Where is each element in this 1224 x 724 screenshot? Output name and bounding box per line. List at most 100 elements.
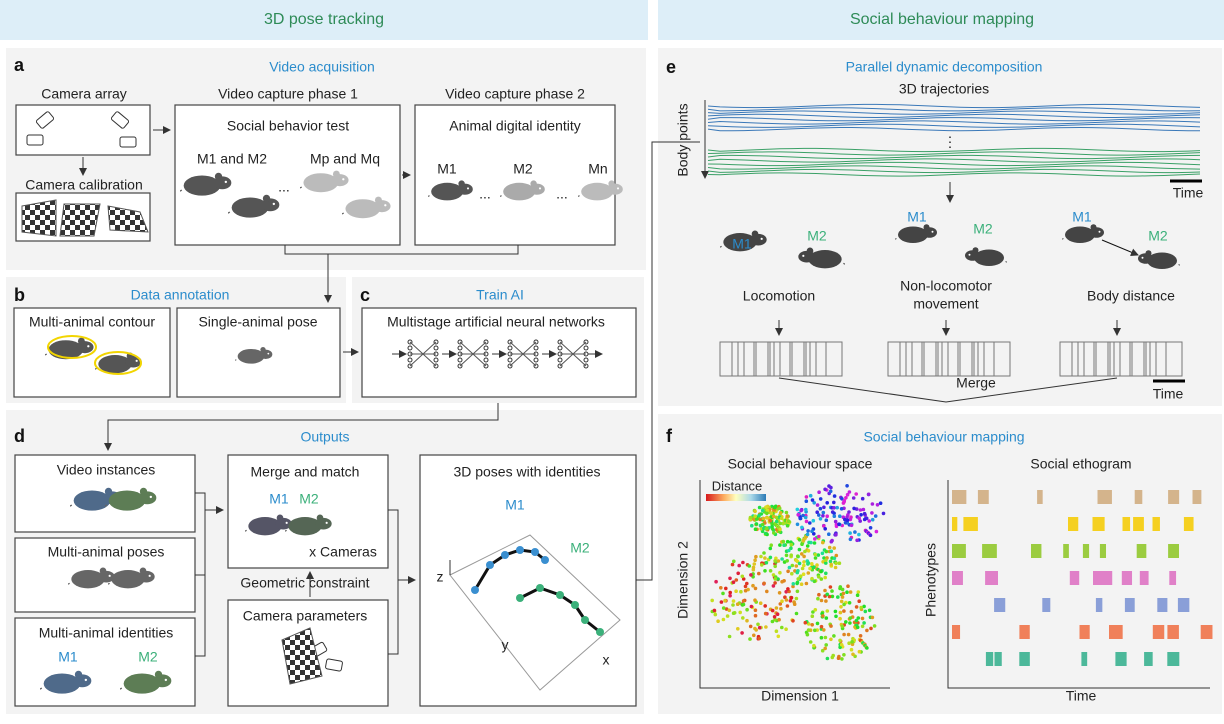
scatter-dot — [712, 608, 717, 613]
ethogram-bar — [1136, 544, 1147, 558]
scatter-dot — [785, 514, 790, 518]
scatter-dot — [800, 566, 805, 571]
scatter-dot — [854, 618, 859, 623]
scatter-dot — [804, 495, 809, 499]
scatter-dot — [743, 584, 748, 589]
label: Video acquisition — [269, 59, 375, 75]
scatter-dot — [749, 604, 754, 609]
scatter-dot — [760, 522, 765, 527]
scatter-dot — [805, 632, 810, 637]
scatter-dot — [838, 616, 842, 621]
scatter-dot — [863, 609, 868, 614]
scatter-dot — [795, 589, 800, 594]
scatter-dot — [789, 595, 794, 600]
node — [507, 345, 513, 351]
box — [14, 617, 196, 707]
scatter-dot — [790, 571, 794, 576]
module-box — [719, 341, 739, 377]
scatter-dot — [821, 540, 825, 545]
scatter-dot — [734, 578, 739, 582]
scatter-dot — [812, 541, 817, 545]
scatter-dot — [832, 556, 837, 560]
module-box — [1095, 341, 1115, 377]
scatter-dot — [801, 572, 806, 576]
scatter-dot — [840, 595, 845, 599]
label: Mp and Mq — [310, 151, 380, 167]
node — [583, 345, 589, 351]
node — [433, 339, 439, 345]
scatter-dot — [854, 492, 858, 496]
box — [414, 104, 616, 246]
scatter-dot — [745, 607, 749, 612]
axes — [947, 480, 1210, 689]
scatter-dot — [780, 557, 784, 561]
scatter-dot — [817, 592, 821, 597]
scatter-dot — [785, 604, 790, 608]
node — [433, 363, 439, 369]
scatter-dot — [740, 631, 744, 635]
scatter-dot — [832, 634, 836, 638]
scatter-dot — [778, 511, 783, 515]
scatter-dot — [759, 554, 763, 559]
scatter-dot — [752, 633, 756, 638]
keypoint — [556, 591, 564, 599]
scatter-dot — [817, 534, 821, 539]
scatter-dot — [768, 518, 773, 523]
scatter-dot — [858, 508, 863, 512]
module-box — [1059, 341, 1079, 377]
module-box — [971, 341, 995, 377]
scatter-dot — [824, 571, 828, 576]
scatter-dot — [813, 628, 817, 633]
scatter-dot — [808, 521, 812, 525]
scatter-dot — [825, 514, 829, 518]
scatter-dot — [721, 606, 726, 610]
scatter-dot — [840, 587, 845, 592]
box — [419, 454, 637, 707]
scatter-dot — [780, 599, 784, 603]
scatter-dot — [803, 515, 808, 520]
scatter-dot — [818, 517, 823, 521]
scatter-dot — [849, 647, 854, 652]
scatter-dot — [857, 649, 862, 654]
scatter-dot — [721, 591, 725, 596]
label: M2 — [299, 491, 319, 507]
header-bar — [658, 0, 1224, 40]
scatter-dot — [817, 490, 821, 495]
scatter-dot — [803, 620, 808, 625]
trajectory — [707, 168, 1201, 174]
scatter-dot — [840, 497, 844, 501]
scatter-dot — [849, 609, 854, 614]
axis-label: Dimension 2 — [675, 541, 691, 619]
scatter-dot — [815, 563, 819, 567]
scatter-dot — [731, 599, 736, 603]
label: Social behaviour space — [728, 456, 873, 472]
scatter-dot — [773, 559, 777, 563]
scatter-dot — [843, 521, 848, 525]
scatter-dot — [828, 489, 833, 494]
label: Data annotation — [131, 287, 230, 303]
node — [507, 339, 513, 345]
label: Time — [1066, 688, 1097, 704]
scatter-dot — [878, 501, 883, 506]
scatter-dot — [812, 643, 816, 648]
scatter-dot — [819, 577, 824, 581]
checkerboard — [21, 199, 57, 237]
scatter-dot — [782, 543, 786, 547]
scatter-dot — [851, 652, 855, 657]
scatter-dot — [735, 602, 740, 606]
scatter-dot — [873, 514, 878, 518]
ethogram-bar — [985, 652, 994, 666]
keypoint — [486, 561, 494, 569]
label: Social ethogram — [1030, 456, 1131, 472]
scatter-dot — [823, 527, 827, 531]
trajectory — [707, 123, 1201, 128]
ethogram-bar — [1183, 517, 1194, 531]
scatter-dot — [836, 656, 841, 660]
keypoint — [471, 586, 479, 594]
scatter-dot — [753, 598, 757, 602]
label: Parallel dynamic decomposition — [846, 59, 1043, 75]
scatter-dot — [775, 612, 780, 616]
label: Camera parameters — [243, 608, 368, 624]
scatter-dot — [789, 553, 793, 557]
scatter-dot — [738, 610, 742, 615]
